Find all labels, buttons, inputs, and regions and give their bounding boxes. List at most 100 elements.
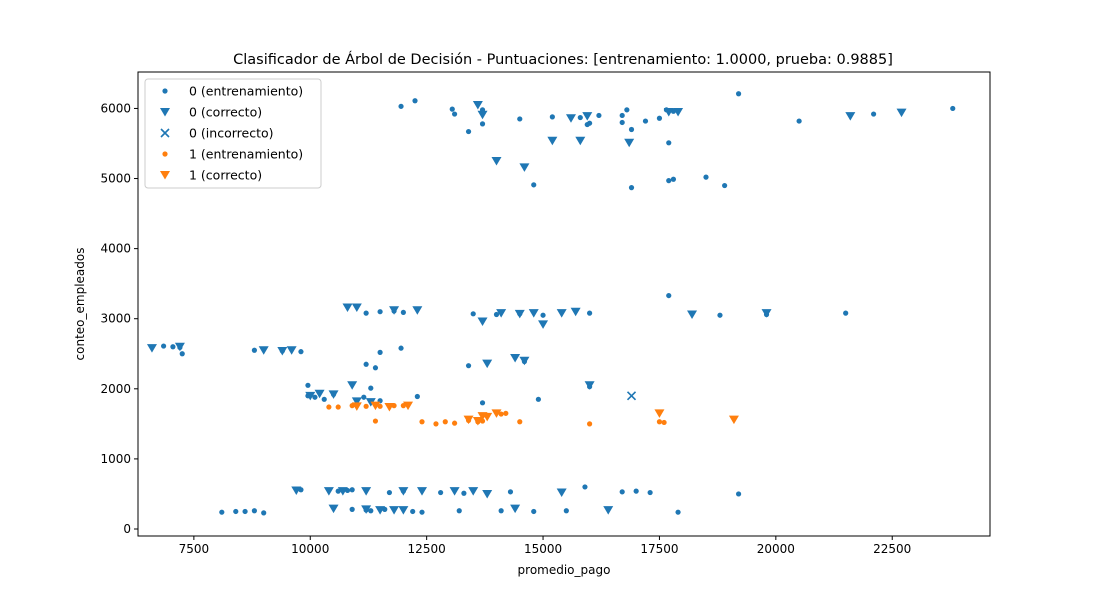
data-point [735,91,742,97]
y-tick-label: 0 [123,522,131,536]
data-point [328,390,339,399]
data-point [258,346,269,355]
data-point [510,353,521,363]
legend: 0 (entrenamiento) 0 (correcto) 0 (incorrec… [144,78,322,189]
data-point [386,489,393,496]
data-point [298,349,304,355]
data-point [647,489,653,496]
data-point [498,411,504,417]
data-point [410,508,416,515]
data-point [174,342,185,352]
data-point [843,310,849,316]
data-point [507,489,514,495]
data-point [242,508,248,515]
data-point [449,106,455,112]
data-point [619,119,625,126]
data-point [517,419,523,425]
data-point [577,114,583,121]
data-point [377,309,383,315]
data-point [479,121,486,127]
data-point [587,310,593,316]
legend-marker [160,171,170,180]
data-point [349,487,355,493]
data-point [703,174,709,180]
data-point [363,361,369,367]
data-point [493,311,500,318]
data-point [335,404,341,410]
data-point [584,121,590,128]
x-tick-label: 10000 [291,542,329,556]
y-tick-label: 4000 [100,242,131,256]
data-point [531,508,537,515]
data-point [372,365,379,371]
y-axis-label: conteo_empleados [73,248,87,361]
plot-marks [146,91,956,516]
data-point [451,111,458,117]
y-tick-label: 2000 [100,382,131,396]
data-point [479,400,486,406]
data-point [377,403,383,409]
data-point [575,136,586,146]
data-point [417,487,427,496]
data-point [398,345,404,351]
series-2 [626,391,637,401]
data-point [326,404,332,410]
data-point [179,351,185,357]
data-point [549,114,555,120]
data-point [449,487,460,496]
data-point [628,126,635,133]
legend-marker [160,108,170,117]
data-point [286,346,297,355]
y-tick-label: 3000 [100,312,131,326]
data-point [400,309,406,316]
data-point [540,312,546,318]
legend-marker [160,128,170,138]
data-point [463,415,474,425]
data-point [468,487,479,496]
data-point [365,398,376,407]
data-point [472,417,483,426]
y-tick-label: 5000 [100,172,131,186]
data-point [538,320,549,329]
data-point [514,309,525,319]
data-point [482,359,493,369]
chart-title: Clasificador de Árbol de Decisión - Punt… [233,51,893,68]
data-point [384,403,395,412]
data-point [349,506,355,512]
data-point [351,397,362,406]
data-point [626,391,637,401]
data-point [251,347,257,353]
data-point [656,419,663,425]
data-point [510,504,521,514]
data-point [517,116,523,122]
data-point [950,105,956,112]
data-point [496,309,507,318]
data-point [451,420,458,426]
data-point [347,381,358,390]
data-point [351,303,362,313]
data-point [619,489,625,495]
legend-label: 1 (entrenamiento) [189,147,303,162]
data-point [470,311,476,317]
data-point [372,418,379,424]
data-point [845,112,856,121]
data-point [570,307,581,317]
data-point [547,136,558,146]
data-point [337,487,348,496]
data-point [368,385,374,391]
legend-marker [162,88,168,94]
data-point [361,487,372,496]
data-point [251,508,257,514]
data-point [328,504,339,514]
x-tick-label: 15000 [524,542,562,556]
series-1 [146,100,907,515]
data-point [556,309,567,318]
data-point [398,487,409,496]
x-tick-label: 12500 [408,542,446,556]
data-point [728,415,739,425]
data-point [403,401,414,411]
data-point [170,344,176,350]
data-point [663,107,674,117]
data-point [219,509,225,515]
